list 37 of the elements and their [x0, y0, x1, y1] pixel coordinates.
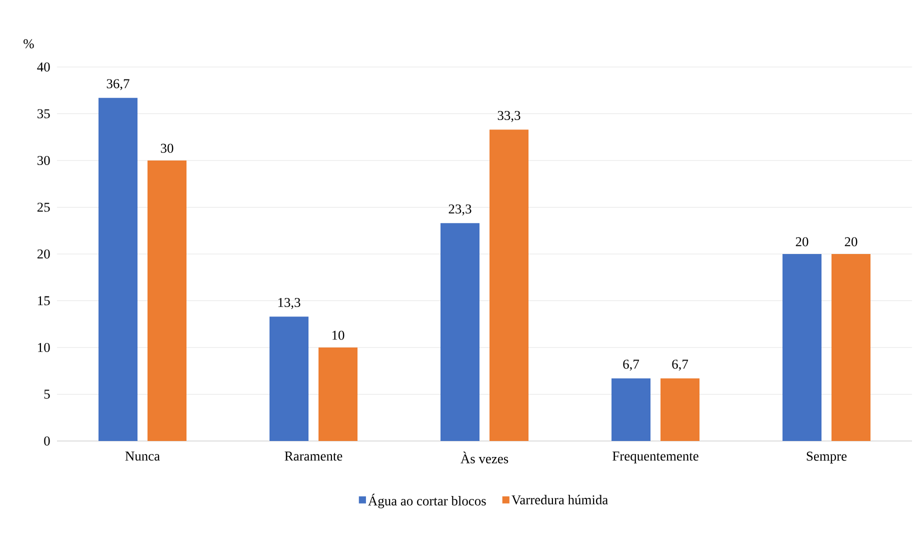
data-label: 20 — [844, 237, 858, 246]
bar — [318, 348, 358, 441]
y-axis-title: % — [24, 39, 34, 48]
bar — [660, 378, 700, 441]
data-label: 10 — [332, 330, 344, 340]
y-tick-label: 15 — [38, 296, 50, 306]
data-label: 6,7 — [672, 360, 688, 371]
y-tick-label: 0 — [44, 436, 50, 446]
y-tick-label: 35 — [38, 109, 50, 118]
y-tick-label: 40 — [37, 62, 50, 72]
x-tick-label: Sempre — [806, 452, 847, 464]
data-label: 6,7 — [623, 360, 640, 371]
x-tick-label: Raramente — [284, 452, 342, 461]
data-label: 13,3 — [278, 298, 300, 309]
bar — [490, 130, 529, 441]
y-tick-label: 10 — [38, 342, 50, 352]
bar — [270, 316, 308, 441]
legend-label: Varredura húmida — [512, 494, 608, 504]
x-tick-label: Às vezes — [460, 452, 508, 464]
data-label: 36,7 — [106, 79, 130, 90]
x-tick-label: Frequentemente — [612, 452, 698, 464]
y-tick-label: 25 — [37, 202, 50, 212]
data-label: 23,3 — [448, 204, 472, 216]
y-tick-label: 30 — [38, 156, 50, 166]
bar — [832, 254, 871, 441]
bar — [612, 378, 651, 441]
bar — [148, 160, 186, 441]
data-label: 30 — [160, 144, 174, 153]
data-label: 20 — [796, 237, 808, 246]
legend-label: Água ao cortar blocos — [368, 494, 486, 508]
bar — [98, 98, 138, 441]
y-tick-label: 5 — [44, 390, 50, 399]
data-label: 33,3 — [498, 110, 520, 122]
x-tick-label: Nunca — [125, 452, 160, 461]
y-tick-label: 20 — [37, 249, 50, 259]
bar — [782, 254, 822, 441]
bar — [440, 223, 480, 441]
